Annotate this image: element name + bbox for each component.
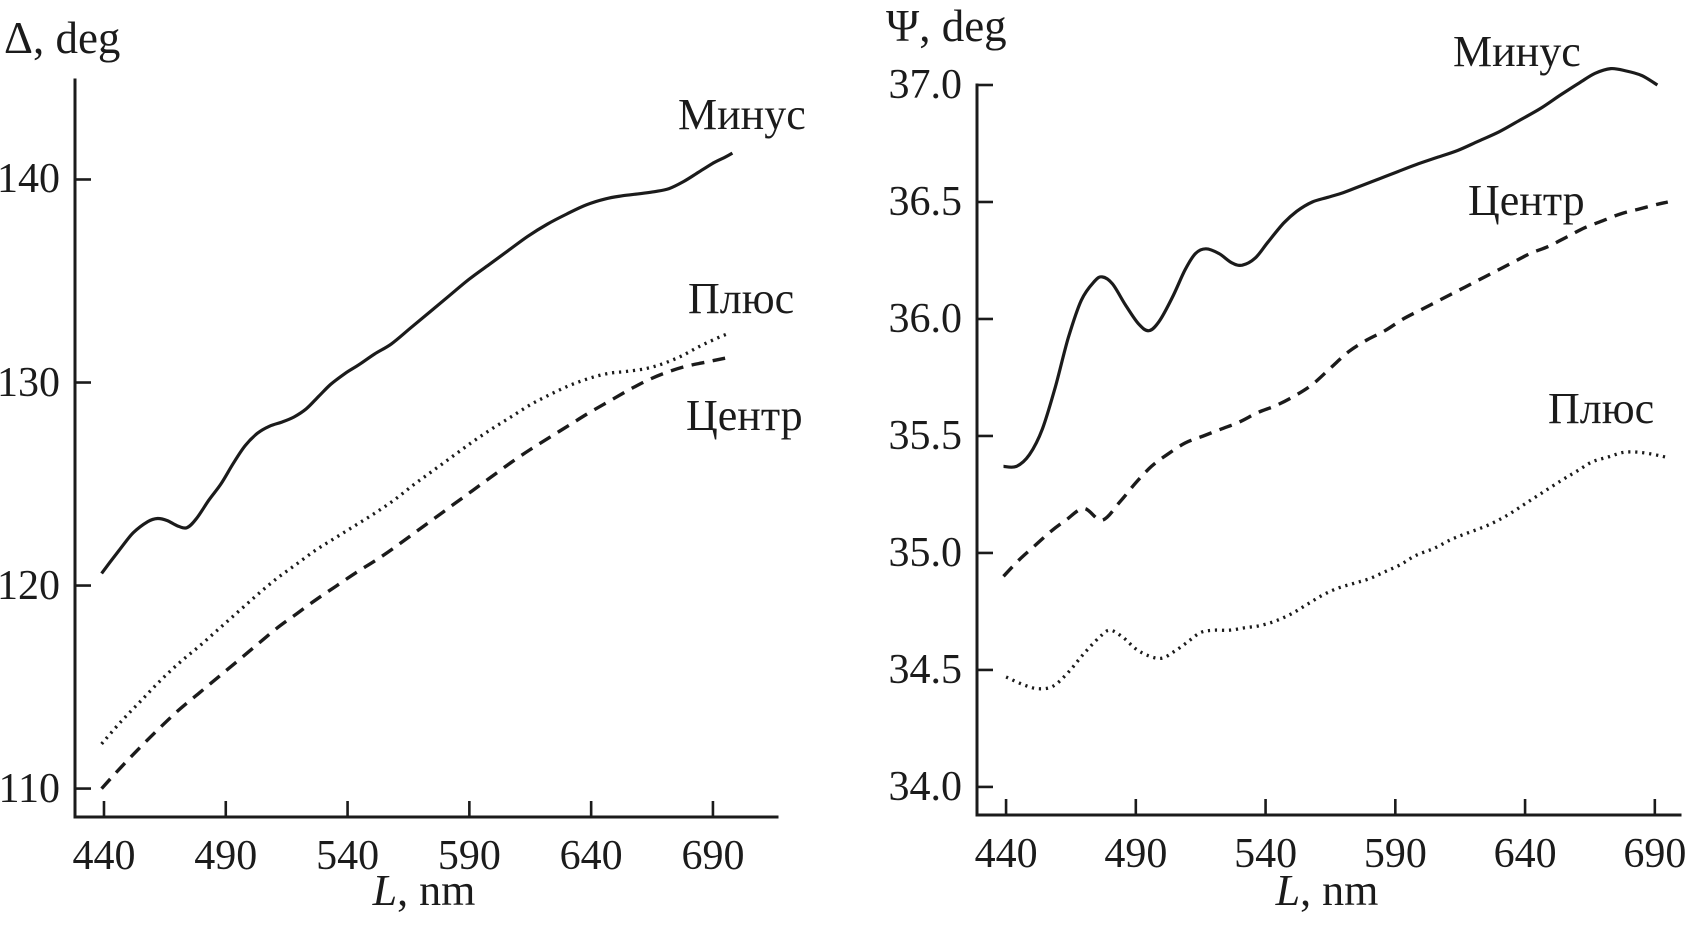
right-series-label-plus: Плюс	[1548, 384, 1655, 433]
right-x-tick-label: 690	[1623, 831, 1687, 877]
left-series-label-center: Центр	[686, 391, 803, 440]
right-y-tick-label: 36.0	[888, 295, 963, 342]
right-y-tick-label: 34.0	[888, 763, 963, 810]
right-x-tick-label: 540	[1234, 831, 1298, 877]
right-x-axis-label-unit: , nm	[1300, 866, 1379, 915]
left-series-label-minus: Минус	[678, 90, 806, 139]
left-series-label-plus: Плюс	[688, 274, 795, 323]
right-x-tick-label: 440	[974, 831, 1038, 877]
left-x-tick-label: 540	[316, 833, 380, 879]
left-y-tick-label: 110	[0, 765, 60, 812]
right-x-axis-label-symbol: L	[1275, 866, 1301, 915]
right-x-tick-label: 590	[1363, 831, 1427, 877]
right-y-tick-label: 37.0	[888, 62, 963, 108]
right-x-tick-label: 490	[1104, 831, 1168, 877]
right-series-label-minus: Минус	[1453, 27, 1581, 76]
left-x-tick-label: 640	[559, 833, 623, 879]
left-x-tick-label: 440	[72, 833, 136, 879]
right-y-tick-label: 34.5	[888, 646, 963, 693]
right-y-tick-label: 35.5	[888, 412, 963, 459]
left-x-tick-label: 590	[437, 833, 501, 879]
right-plot-title: Ψ, deg	[886, 1, 1007, 51]
left-y-tick-label: 130	[0, 359, 60, 406]
left-plot-title: Δ, deg	[4, 13, 121, 63]
left-y-tick-label: 140	[0, 156, 60, 203]
left-x-tick-label: 690	[681, 833, 745, 879]
right-y-tick-label: 35.0	[888, 529, 963, 576]
left-x-tick-label: 490	[194, 833, 258, 879]
left-y-tick-label: 120	[0, 562, 60, 609]
left-x-axis-label: L, nm	[274, 869, 574, 913]
left-x-axis-label-symbol: L	[372, 866, 398, 915]
right-y-tick-label: 36.5	[888, 178, 963, 225]
right-series-label-center: Центр	[1468, 176, 1585, 225]
right-x-tick-label: 640	[1493, 831, 1557, 877]
right-x-axis-label: L, nm	[1177, 869, 1477, 913]
left-x-axis-label-unit: , nm	[397, 866, 476, 915]
